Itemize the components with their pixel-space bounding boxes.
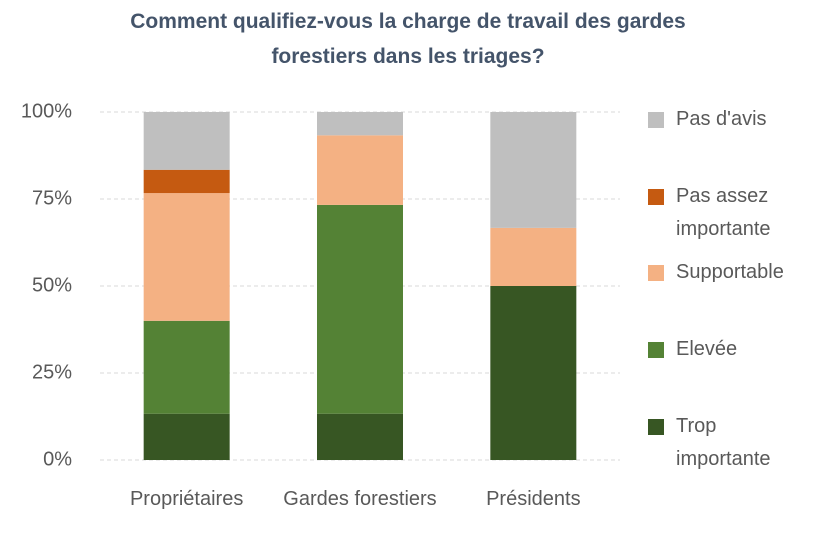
x-tick-label: Propriétaires: [129, 488, 244, 510]
bar-segment: [317, 112, 403, 136]
bar-segment: [143, 193, 230, 321]
legend-swatch: [648, 265, 664, 281]
y-tick-label: 100%: [21, 100, 72, 122]
y-tick-label: 75%: [32, 187, 72, 209]
legend-label: Trop importante: [676, 415, 771, 470]
bar-segment: [490, 112, 577, 228]
bar-segment: [143, 112, 230, 170]
legend-label: Pas d'avis: [676, 108, 767, 130]
x-tick-label: Présidents: [486, 488, 581, 510]
legend-swatch: [648, 189, 664, 205]
bar-segment: [490, 227, 577, 286]
bar-segment: [317, 204, 403, 414]
y-tick-label: 25%: [32, 361, 72, 383]
legend-swatch: [648, 112, 664, 128]
bar-segment: [317, 413, 403, 460]
legend-label: Supportable: [676, 261, 784, 283]
legend-swatch: [648, 419, 664, 435]
legend-label: Elevée: [676, 338, 738, 360]
y-tick-label: 50%: [32, 274, 72, 296]
chart-title: Comment qualifiez-vous la charge de trav…: [130, 10, 686, 68]
x-tick-label: Gardes forestiers: [283, 488, 437, 510]
bar-segment: [143, 169, 230, 194]
bar-segment: [143, 413, 230, 460]
y-tick-label: 0%: [43, 448, 72, 470]
legend-label: Pas assez importante: [676, 185, 771, 240]
legend-swatch: [648, 342, 664, 358]
bar-segment: [490, 286, 577, 460]
bar-segment: [317, 135, 403, 205]
bar-segment: [143, 320, 230, 414]
